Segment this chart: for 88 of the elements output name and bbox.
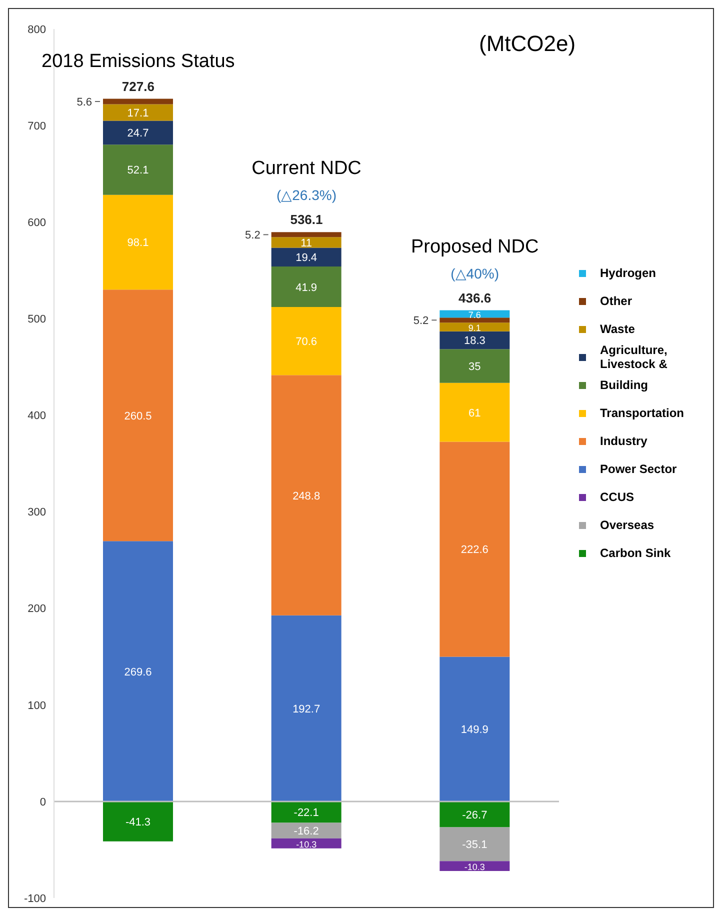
- data-label: 18.3: [464, 335, 486, 348]
- legend-label: Other: [600, 294, 634, 308]
- bar: [271, 266, 342, 307]
- bar: [440, 382, 510, 442]
- legend-label: Transportation: [600, 406, 686, 420]
- legend-label: Waste: [600, 322, 636, 336]
- data-label: 61: [468, 407, 481, 420]
- x-tick-label: 2018 Emissions Status: [42, 50, 235, 72]
- data-label: 41.9: [296, 282, 318, 294]
- annotation: (△40%): [450, 265, 500, 282]
- bar: [440, 310, 510, 318]
- bar: [103, 120, 173, 145]
- annotation: 536.1: [290, 212, 323, 228]
- data-label: 11: [300, 237, 312, 250]
- y-tick-label: 400: [28, 410, 46, 422]
- annotation: (△26.3%): [276, 187, 337, 204]
- data-label: -16.2: [294, 826, 319, 838]
- data-label: 35: [468, 360, 481, 373]
- legend-label: Building: [600, 378, 649, 392]
- y-tick-label: 100: [28, 700, 46, 712]
- annotation: (MtCO2e): [479, 31, 576, 57]
- bar: [271, 232, 342, 238]
- bar: [103, 104, 173, 121]
- data-label: 248.8: [292, 490, 320, 502]
- data-label: -10.3: [296, 839, 317, 850]
- y-tick-label: -100: [24, 892, 46, 905]
- bar: [271, 838, 342, 848]
- bar: [103, 98, 173, 104]
- bar: [440, 331, 510, 350]
- data-label: 149.9: [460, 724, 488, 736]
- data-label: 269.6: [124, 666, 152, 678]
- y-tick-label: 800: [28, 24, 46, 36]
- bar: [103, 144, 173, 195]
- legend-label: Carbon Sink: [600, 546, 672, 560]
- bar: [271, 248, 342, 267]
- y-tick-label: 600: [28, 217, 46, 230]
- y-tick-label: 0: [40, 796, 46, 808]
- bar: [440, 801, 510, 828]
- bar: [440, 861, 510, 872]
- bar: [440, 656, 510, 802]
- bar: [103, 541, 173, 802]
- bar: [271, 306, 342, 376]
- bar: [440, 349, 510, 383]
- data-label: 260.5: [124, 410, 152, 422]
- bar: [271, 822, 342, 838]
- legend-label: Industry: [600, 434, 648, 448]
- x-tick-label: Current NDC: [252, 158, 362, 180]
- data-label: 17.1: [127, 107, 149, 120]
- data-label: -41.3: [125, 816, 151, 828]
- legend-label: Overseas: [600, 518, 656, 532]
- bar: [103, 801, 173, 842]
- data-label: -26.7: [462, 809, 488, 822]
- data-label: 5.2: [245, 230, 260, 242]
- data-label: 52.1: [127, 164, 149, 177]
- data-label: 192.7: [292, 703, 320, 716]
- data-label: -22.1: [294, 807, 319, 820]
- data-label: 9.1: [468, 323, 481, 334]
- data-label: 70.6: [296, 336, 318, 348]
- bar: [440, 442, 510, 657]
- legend-label: Agriculture, Livestock &: [600, 343, 668, 371]
- data-label: 98.1: [127, 237, 149, 250]
- data-label: 24.7: [127, 128, 149, 140]
- bar: [440, 827, 510, 862]
- bar: [271, 615, 342, 802]
- annotation: 436.6: [458, 290, 492, 306]
- y-tick-label: 700: [28, 120, 46, 132]
- x-tick-label: Proposed NDC: [410, 236, 539, 258]
- legend-label: Hydrogen: [600, 266, 658, 280]
- y-tick-label: 500: [28, 314, 46, 326]
- bar: [440, 318, 510, 323]
- data-label: 19.4: [296, 252, 318, 264]
- bar: [271, 801, 342, 823]
- bar: [271, 375, 342, 616]
- bar: [440, 322, 510, 332]
- y-tick-label: 200: [28, 603, 46, 616]
- legend-label: CCUS: [600, 490, 636, 504]
- bar: [271, 237, 342, 248]
- data-label: 222.6: [460, 544, 488, 556]
- data-label: -35.1: [462, 839, 488, 852]
- legend-label: Power Sector: [600, 462, 678, 476]
- data-label: 7.6: [468, 310, 481, 320]
- y-tick-label: 300: [28, 506, 46, 519]
- data-label: -10.3: [464, 862, 485, 872]
- data-label: 5.2: [413, 315, 429, 328]
- bar: [103, 194, 173, 290]
- annotation: 727.6: [122, 78, 154, 94]
- data-label: 5.6: [76, 96, 92, 109]
- bar: [103, 290, 173, 542]
